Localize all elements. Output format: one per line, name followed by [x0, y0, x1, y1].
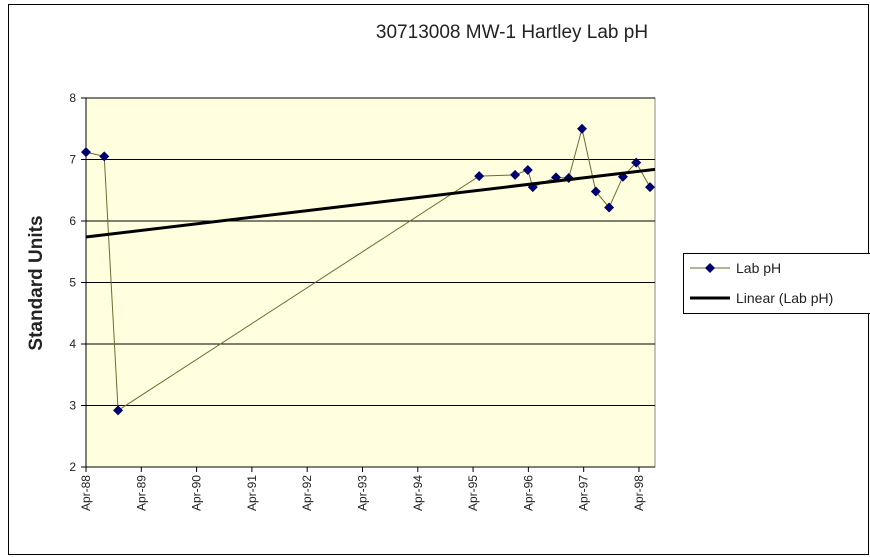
data-point — [604, 202, 615, 213]
y-tick-label: 4 — [69, 337, 76, 351]
data-point — [113, 405, 124, 416]
data-point — [510, 169, 521, 180]
data-point — [577, 123, 588, 134]
x-tick-label: Apr-89 — [134, 475, 148, 511]
y-axis-label: Standard Units — [26, 215, 47, 350]
data-point — [631, 157, 642, 168]
data-point — [81, 147, 91, 158]
x-tick-label: Apr-92 — [300, 475, 314, 511]
x-tick-label: Apr-96 — [521, 475, 535, 511]
legend: Lab pH Linear (Lab pH) — [683, 253, 870, 314]
legend-marker — [705, 263, 715, 273]
y-tick-label: 5 — [69, 276, 76, 290]
y-tick-label: 6 — [69, 214, 76, 228]
data-point — [590, 186, 601, 197]
y-tick-label: 8 — [69, 91, 76, 105]
x-tick-label: Apr-88 — [79, 475, 93, 511]
x-tick-label: Apr-95 — [466, 475, 480, 511]
x-tick-label: Apr-97 — [577, 475, 591, 511]
legend-label: Linear (Lab pH) — [736, 290, 833, 306]
x-tick-label: Apr-91 — [245, 475, 259, 511]
x-tick-label: Apr-93 — [355, 475, 369, 511]
data-point — [645, 182, 656, 193]
y-tick-label: 3 — [69, 399, 76, 413]
data-point — [99, 151, 110, 162]
series-line — [85, 167, 656, 239]
legend-label: Lab pH — [736, 260, 781, 276]
x-tick-label: Apr-94 — [411, 475, 425, 511]
x-tick-label: Apr-98 — [632, 475, 646, 511]
y-tick-label: 2 — [69, 460, 76, 474]
y-tick-label: 7 — [69, 153, 76, 167]
data-point — [522, 164, 533, 175]
data-point — [474, 171, 485, 182]
legend-box — [683, 253, 870, 314]
x-tick-label: Apr-90 — [190, 475, 204, 511]
chart-title: 30713008 MW-1 Hartley Lab pH — [376, 22, 648, 43]
